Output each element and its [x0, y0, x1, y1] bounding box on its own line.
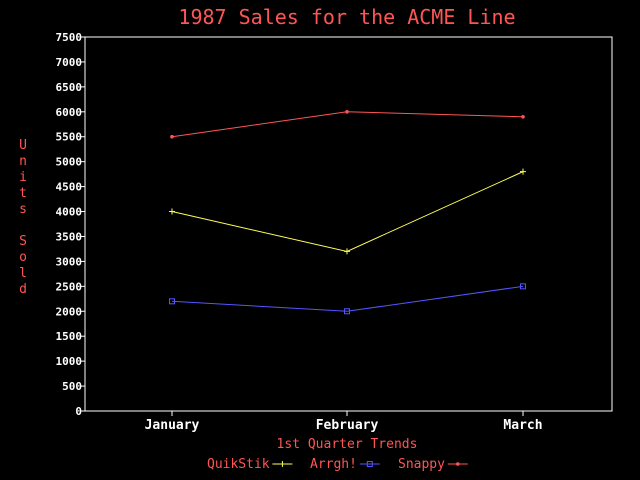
y-tick-label: 6500	[56, 81, 83, 94]
plot-frame	[84, 36, 613, 412]
series-line	[171, 111, 524, 138]
y-axis-label-char: o	[19, 250, 27, 265]
x-tick-label: January	[145, 418, 200, 433]
data-point	[521, 114, 525, 119]
y-tick-label: 500	[62, 380, 82, 393]
y-tick-label: 2000	[56, 305, 83, 318]
y-axis-label-char: U	[19, 138, 27, 153]
y-tick-label: 2500	[56, 280, 83, 293]
data-point	[344, 248, 350, 255]
y-tick-label: 5000	[56, 156, 83, 169]
y-axis-label-char: s	[19, 202, 27, 217]
legend-label: Snappy	[398, 457, 445, 472]
data-point	[520, 168, 526, 175]
y-axis-label-char: n	[19, 154, 27, 169]
data-point	[169, 208, 175, 215]
data-point	[169, 298, 175, 305]
series-quikstik	[169, 168, 526, 255]
y-tick-label: 0	[75, 405, 82, 418]
y-tick-label: 7000	[56, 56, 83, 69]
data-point	[345, 110, 349, 114]
x-axis: January February March	[145, 411, 543, 433]
chart-title: 1987 Sales for the ACME Line	[178, 5, 515, 29]
y-tick-label: 4000	[56, 206, 83, 219]
y-tick-label: 7500	[56, 31, 83, 44]
series-line	[171, 171, 524, 252]
legend: QuikStik Arrgh! Snappy	[207, 457, 468, 472]
legend-swatch-marker	[366, 461, 373, 467]
legend-swatch-marker	[456, 462, 460, 466]
legend-label: QuikStik	[207, 457, 270, 472]
y-axis-label-char: t	[19, 186, 27, 201]
x-tick-label: February	[316, 418, 379, 433]
y-tick-label: 4500	[56, 181, 83, 194]
y-axis-label-char: l	[19, 266, 27, 281]
series-layer	[169, 110, 526, 315]
y-tick-label: 1000	[56, 355, 83, 368]
series-line	[171, 285, 524, 312]
y-tick-label: 3500	[56, 230, 83, 243]
y-axis-label-char: S	[19, 234, 27, 249]
y-tick-label: 3000	[56, 255, 83, 268]
y-axis-label-char: i	[19, 170, 27, 185]
y-tick-label: 5500	[56, 131, 83, 144]
y-axis-label-char: d	[19, 282, 27, 297]
legend-swatch-marker	[279, 461, 286, 467]
x-tick-label: March	[503, 418, 542, 433]
data-point	[170, 134, 174, 139]
y-tick-label: 6000	[56, 106, 83, 119]
series-arrgh-	[169, 283, 526, 315]
y-axis: 0 500 1000 1500 2000 2500 3000 3500 4000 4500 5000…	[56, 31, 85, 418]
x-axis-label: 1st Quarter Trends	[277, 437, 418, 452]
y-tick-label: 1500	[56, 330, 83, 343]
data-point	[344, 308, 350, 315]
legend-label: Arrgh!	[310, 457, 357, 472]
series-snappy	[170, 110, 525, 139]
data-point	[520, 283, 526, 290]
